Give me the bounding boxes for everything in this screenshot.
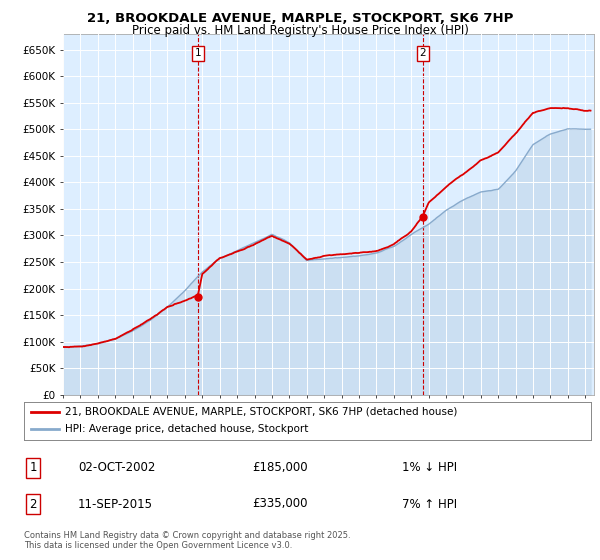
Text: 21, BROOKDALE AVENUE, MARPLE, STOCKPORT, SK6 7HP: 21, BROOKDALE AVENUE, MARPLE, STOCKPORT,… <box>87 12 513 25</box>
Text: 11-SEP-2015: 11-SEP-2015 <box>78 497 153 511</box>
Text: 02-OCT-2002: 02-OCT-2002 <box>78 461 155 474</box>
Text: 1: 1 <box>194 48 201 58</box>
Text: 1% ↓ HPI: 1% ↓ HPI <box>402 461 457 474</box>
Text: 21, BROOKDALE AVENUE, MARPLE, STOCKPORT, SK6 7HP (detached house): 21, BROOKDALE AVENUE, MARPLE, STOCKPORT,… <box>65 407 457 417</box>
Text: 7% ↑ HPI: 7% ↑ HPI <box>402 497 457 511</box>
Text: Price paid vs. HM Land Registry's House Price Index (HPI): Price paid vs. HM Land Registry's House … <box>131 24 469 37</box>
Text: HPI: Average price, detached house, Stockport: HPI: Average price, detached house, Stoc… <box>65 424 308 435</box>
Text: 2: 2 <box>29 497 37 511</box>
Text: Contains HM Land Registry data © Crown copyright and database right 2025.
This d: Contains HM Land Registry data © Crown c… <box>24 531 350 550</box>
Text: 1: 1 <box>29 461 37 474</box>
Text: £335,000: £335,000 <box>252 497 308 511</box>
Text: 2: 2 <box>419 48 426 58</box>
Text: £185,000: £185,000 <box>252 461 308 474</box>
